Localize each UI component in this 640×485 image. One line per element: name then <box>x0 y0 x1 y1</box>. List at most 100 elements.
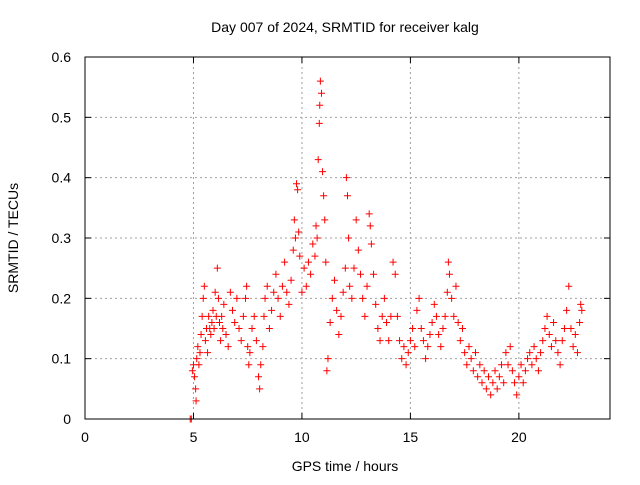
data-point <box>567 325 575 332</box>
data-point <box>229 306 237 314</box>
data-point <box>317 89 325 97</box>
data-point <box>205 312 213 320</box>
data-point <box>363 282 371 290</box>
data-point <box>243 282 251 290</box>
data-point <box>233 294 241 302</box>
data-point <box>196 349 204 357</box>
data-point <box>452 282 460 290</box>
data-point <box>219 325 227 332</box>
x-tick-label: 5 <box>190 429 198 445</box>
data-point <box>511 379 519 387</box>
data-point <box>313 234 321 242</box>
data-point <box>406 337 414 345</box>
data-point <box>480 367 488 375</box>
data-point <box>213 264 221 272</box>
data-point <box>207 331 215 339</box>
data-point <box>487 391 495 399</box>
data-point <box>506 343 514 351</box>
data-point <box>517 361 525 369</box>
data-point <box>463 361 471 369</box>
data-point <box>532 355 540 363</box>
data-point <box>448 294 456 302</box>
data-point <box>489 379 497 387</box>
data-point <box>391 270 399 278</box>
data-point <box>244 343 252 351</box>
data-point <box>545 331 553 339</box>
data-point <box>204 349 212 357</box>
data-point <box>335 331 343 339</box>
data-point <box>361 312 369 320</box>
data-point <box>319 168 327 176</box>
data-point <box>577 300 585 308</box>
data-point <box>235 325 243 332</box>
data-point <box>199 294 207 302</box>
data-point <box>513 391 521 399</box>
data-point <box>426 331 434 339</box>
data-point <box>341 264 349 272</box>
data-point <box>224 343 232 351</box>
data-point <box>302 282 310 290</box>
data-point <box>521 367 529 375</box>
data-point <box>259 343 267 351</box>
data-point <box>366 222 374 230</box>
y-tick-label: 0.3 <box>52 230 72 246</box>
data-point <box>526 349 534 357</box>
data-point <box>519 379 527 387</box>
data-point <box>498 361 506 369</box>
data-point <box>312 222 320 230</box>
data-point <box>242 294 250 302</box>
data-point <box>320 192 328 200</box>
x-tick-label: 0 <box>81 429 89 445</box>
data-point <box>443 288 451 296</box>
data-point <box>188 367 196 375</box>
data-point <box>333 306 341 314</box>
data-point <box>569 343 577 351</box>
data-point <box>191 373 199 381</box>
x-tick-label: 20 <box>511 429 527 445</box>
data-point <box>316 101 324 109</box>
data-point <box>322 258 330 266</box>
data-point <box>256 385 264 393</box>
data-point <box>534 367 542 375</box>
data-point <box>530 343 538 351</box>
data-point <box>528 361 536 369</box>
data-point <box>550 318 558 326</box>
data-point <box>578 306 586 314</box>
data-point <box>257 361 265 369</box>
data-point <box>201 337 209 345</box>
data-point <box>260 312 268 320</box>
data-point <box>294 186 302 194</box>
data-point <box>378 312 386 320</box>
data-point <box>413 306 421 314</box>
data-point <box>376 337 384 345</box>
data-point <box>272 270 280 278</box>
data-point <box>456 337 464 345</box>
data-point <box>385 337 393 345</box>
data-point <box>252 337 260 345</box>
data-point <box>504 361 512 369</box>
data-point <box>220 300 228 308</box>
data-point <box>248 325 256 332</box>
data-point <box>193 355 201 363</box>
data-point <box>537 349 545 357</box>
data-point <box>289 246 297 254</box>
data-point <box>226 288 234 296</box>
data-point <box>214 294 222 302</box>
data-point <box>222 331 230 339</box>
data-point <box>393 312 401 320</box>
data-point <box>192 385 200 393</box>
data-point <box>383 318 391 326</box>
data-point <box>422 355 430 363</box>
data-point <box>328 294 336 302</box>
data-point <box>208 318 216 326</box>
data-point <box>554 349 562 357</box>
data-point <box>558 337 566 345</box>
data-point <box>430 300 438 308</box>
data-point <box>217 337 225 345</box>
data-point <box>344 192 351 200</box>
data-point <box>467 355 475 363</box>
data-point <box>539 337 547 345</box>
data-point <box>409 325 417 332</box>
data-point <box>461 349 469 357</box>
